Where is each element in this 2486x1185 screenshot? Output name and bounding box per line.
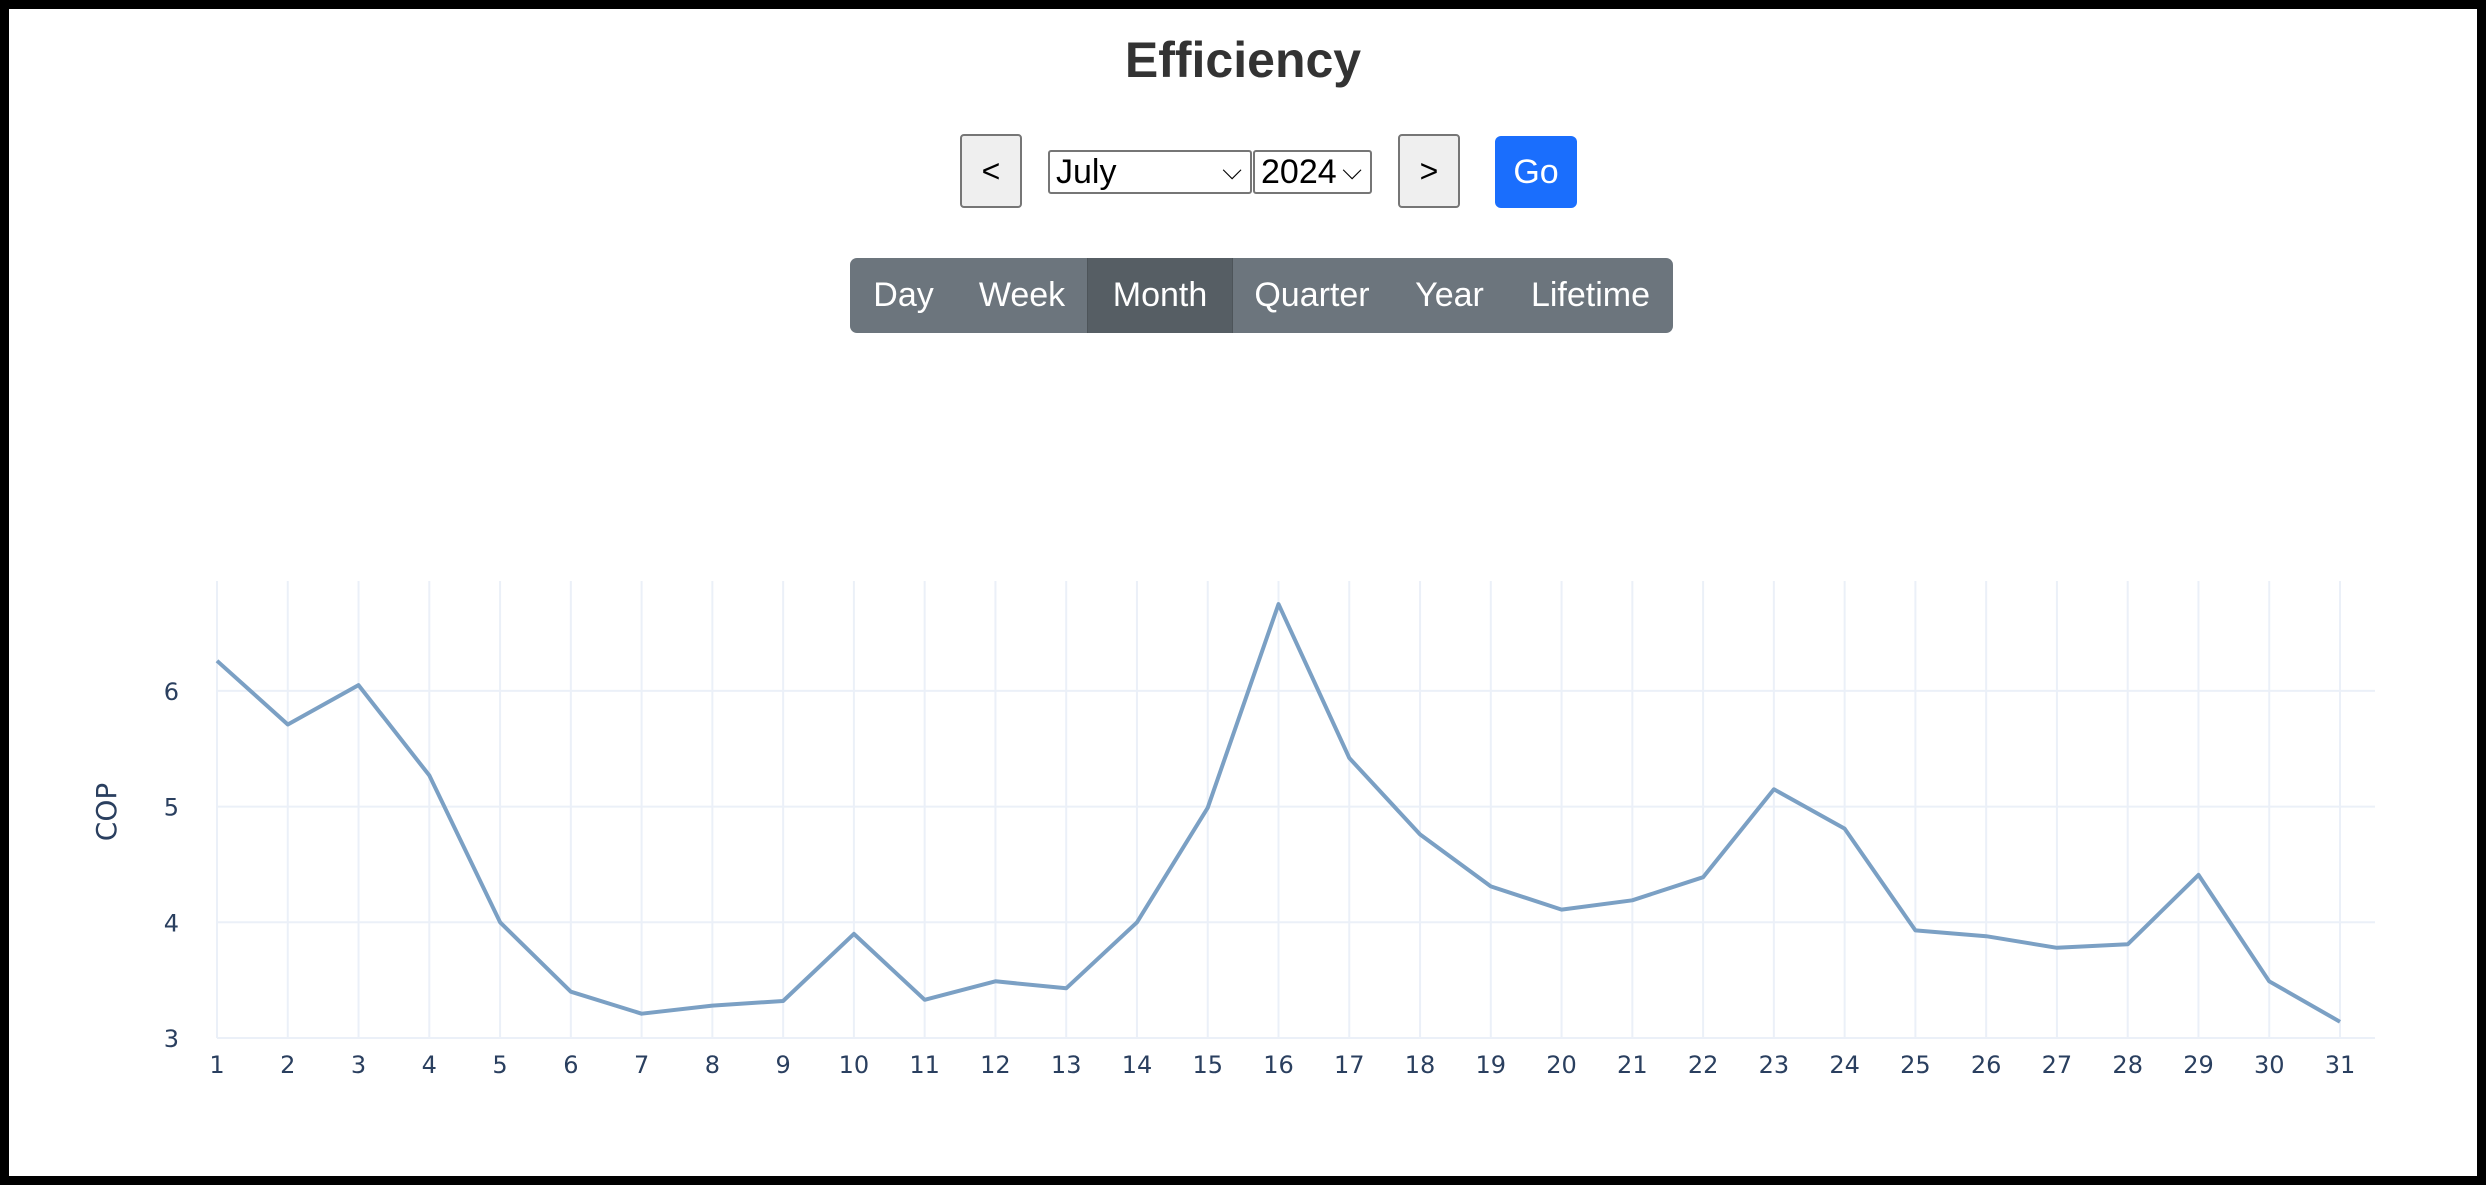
x-tick-label: 20 (1546, 1051, 1577, 1079)
previous-button[interactable]: < (960, 134, 1022, 208)
range-tab-week[interactable]: Week (978, 276, 1066, 314)
x-tick-label: 3 (351, 1051, 366, 1079)
x-tick-label: 24 (1829, 1051, 1860, 1079)
y-gridlines (217, 689, 2375, 1039)
x-tick-label: 15 (1192, 1051, 1223, 1079)
x-tick-label: 26 (1971, 1051, 2002, 1079)
x-tick-label: 14 (1122, 1051, 1153, 1079)
x-tick-label: 28 (2112, 1051, 2143, 1079)
x-tick-label: 16 (1263, 1051, 1294, 1079)
range-tab-year[interactable]: Year (1415, 276, 1484, 314)
x-tick-label: 10 (839, 1051, 870, 1079)
y-tick-label: 5 (164, 794, 179, 822)
x-tick-label: 5 (492, 1051, 507, 1079)
range-button-group: Day Week Month Quarter Year Lifetime (850, 258, 1673, 333)
x-tick-label: 21 (1617, 1051, 1648, 1079)
x-tick-label: 1 (209, 1051, 224, 1079)
year-select-value: 2024 (1261, 153, 1337, 191)
x-tick-label: 17 (1334, 1051, 1365, 1079)
x-tick-label: 6 (563, 1051, 578, 1079)
x-gridlines (216, 581, 2341, 1038)
page-title: Efficiency (1124, 32, 1362, 88)
year-select[interactable]: 2024 ⌵ (1253, 150, 1372, 194)
y-tick-label: 3 (164, 1025, 179, 1053)
x-tick-label: 25 (1900, 1051, 1931, 1079)
x-tick-label: 4 (422, 1051, 437, 1079)
range-tab-quarter[interactable]: Quarter (1254, 276, 1370, 314)
cop-series-line (215, 602, 2341, 1024)
next-button[interactable]: > (1398, 134, 1460, 208)
x-tick-label: 27 (2042, 1051, 2073, 1079)
chevron-down-icon: ⌵ (1342, 156, 1362, 186)
x-tick-label: 11 (909, 1051, 940, 1079)
x-tick-label: 8 (705, 1051, 720, 1079)
range-tab-lifetime[interactable]: Lifetime (1530, 276, 1651, 314)
x-tick-label: 7 (634, 1051, 649, 1079)
y-axis-title: COP (90, 783, 123, 841)
y-tick-label: 6 (164, 678, 179, 706)
x-tick-labels: 1 2 3 4 5 6 7 8 9 10 11 12 13 14 15 16 17 18 19 20 21 22 23 24 2… (209, 1051, 2355, 1079)
month-select[interactable]: July ⌵ (1048, 150, 1252, 194)
x-tick-label: 22 (1688, 1051, 1719, 1079)
y-tick-label: 4 (164, 909, 179, 937)
x-tick-label: 23 (1759, 1051, 1790, 1079)
range-tab-month[interactable]: Month (1087, 258, 1233, 333)
x-tick-label: 2 (280, 1051, 295, 1079)
x-tick-label: 18 (1405, 1051, 1436, 1079)
x-tick-label: 13 (1051, 1051, 1082, 1079)
month-select-value: July (1056, 153, 1117, 191)
x-tick-label: 30 (2254, 1051, 2285, 1079)
x-tick-label: 29 (2183, 1051, 2214, 1079)
go-button[interactable]: Go (1495, 136, 1577, 208)
x-tick-label: 9 (775, 1051, 790, 1079)
x-tick-label: 31 (2325, 1051, 2356, 1079)
range-tab-day[interactable]: Day (873, 276, 934, 314)
x-tick-label: 12 (980, 1051, 1011, 1079)
x-tick-label: 19 (1476, 1051, 1507, 1079)
chevron-down-icon: ⌵ (1222, 156, 1242, 186)
y-tick-labels: 3 4 5 6 (164, 678, 179, 1053)
